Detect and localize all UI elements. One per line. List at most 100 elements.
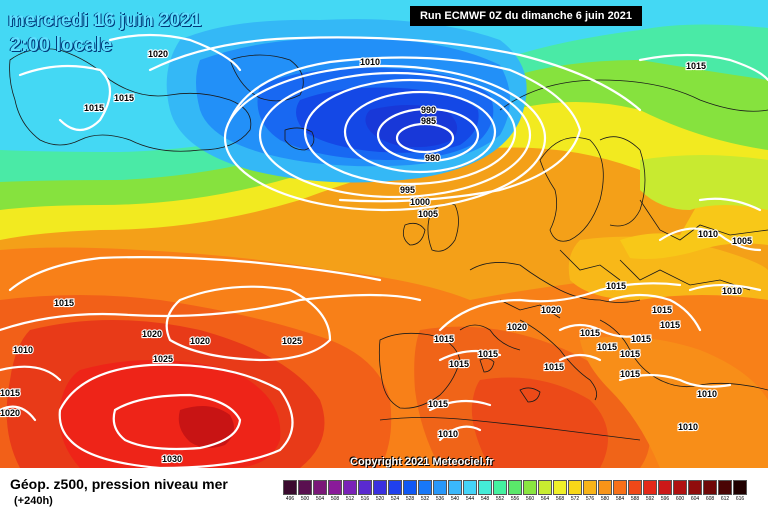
scale-swatch: [538, 480, 552, 495]
scale-swatch: [733, 480, 747, 495]
isobar-label: 1015: [428, 399, 448, 409]
isobar-label: 985: [421, 116, 436, 126]
scale-label: 528: [405, 496, 415, 502]
isobar-label: 1015: [544, 362, 564, 372]
scale-swatch: [448, 480, 462, 495]
isobar-label: 1030: [162, 454, 182, 464]
isobar-label: 1015: [434, 334, 454, 344]
isobar-label: 995: [400, 185, 415, 195]
copyright: Copyright 2021 Meteociel.fr: [350, 456, 494, 468]
scale-label: 596: [660, 496, 670, 502]
scale-label: 508: [330, 496, 340, 502]
scale-swatch: [673, 480, 687, 495]
z500-colour-field: [0, 0, 768, 468]
isobar-label: 1010: [697, 389, 717, 399]
scale-swatch: [658, 480, 672, 495]
isobar-label: 1020: [142, 329, 162, 339]
isobar-label: 1000: [410, 197, 430, 207]
isobar-label: 1015: [652, 305, 672, 315]
isobar-label: 1015: [54, 298, 74, 308]
scale-swatch: [553, 480, 567, 495]
isobar-label: 1005: [418, 209, 438, 219]
scale-swatch: [718, 480, 732, 495]
scale-label: 612: [720, 496, 730, 502]
legend-title: Géop. z500, pression niveau mer: [10, 476, 228, 492]
isobar-label: 1025: [153, 354, 173, 364]
isobar-label: 1015: [631, 334, 651, 344]
scale-label: 608: [705, 496, 715, 502]
isobar-label: 1005: [732, 236, 752, 246]
scale-label: 536: [435, 496, 445, 502]
isobar-label: 1020: [507, 322, 527, 332]
scale-label: 604: [690, 496, 700, 502]
scale-label: 584: [615, 496, 625, 502]
scale-swatch: [373, 480, 387, 495]
isobar-label: 1015: [620, 349, 640, 359]
isobars: [0, 33, 768, 468]
map-canvas: 1020 1015 1015 1010 990 985 980 995 1000…: [0, 0, 768, 468]
scale-swatch: [643, 480, 657, 495]
scale-label: 540: [450, 496, 460, 502]
isobar-label: 1020: [148, 49, 168, 59]
scale-swatch: [403, 480, 417, 495]
scale-swatch: [388, 480, 402, 495]
isobar-label: 1015: [597, 342, 617, 352]
scale-label: 600: [675, 496, 685, 502]
scale-swatch: [283, 480, 297, 495]
scale-swatch: [478, 480, 492, 495]
scale-label: 520: [375, 496, 385, 502]
isobar-label: 1010: [360, 57, 380, 67]
isobar-label: 990: [421, 105, 436, 115]
isobar-label: 1015: [84, 103, 104, 113]
scale-label: 576: [585, 496, 595, 502]
isobar-label: 1010: [722, 286, 742, 296]
isobar-label: 1015: [606, 281, 626, 291]
scale-label: 564: [540, 496, 550, 502]
scale-swatch: [508, 480, 522, 495]
scale-label: 496: [285, 496, 295, 502]
run-info: Run ECMWF 0Z du dimanche 6 juin 2021: [410, 6, 642, 26]
scale-label: 548: [480, 496, 490, 502]
coastlines: [9, 48, 768, 441]
isobar-labels: 1020 1015 1015 1010 990 985 980 995 1000…: [0, 48, 753, 465]
scale-swatch: [418, 480, 432, 495]
forecast-date: mercredi 16 juin 2021: [8, 10, 202, 31]
scale-label: 560: [525, 496, 535, 502]
scale-label: 592: [645, 496, 655, 502]
scale-label: 544: [465, 496, 475, 502]
isobar-label: 1020: [0, 408, 20, 418]
scale-label: 500: [300, 496, 310, 502]
isobar-label: 1015: [686, 61, 706, 71]
isobar-label: 1015: [449, 359, 469, 369]
scale-label: 616: [735, 496, 745, 502]
scale-label: 512: [345, 496, 355, 502]
legend-subtitle: (+240h): [14, 495, 53, 507]
scale-label: 552: [495, 496, 505, 502]
geopotential-map: 1020 1015 1015 1010 990 985 980 995 1000…: [0, 0, 768, 468]
isobar-label: 1015: [620, 369, 640, 379]
scale-swatch: [313, 480, 327, 495]
scale-swatch: [298, 480, 312, 495]
scale-label: 588: [630, 496, 640, 502]
scale-swatch: [433, 480, 447, 495]
scale-swatch: [358, 480, 372, 495]
scale-swatch: [628, 480, 642, 495]
scale-swatch: [703, 480, 717, 495]
scale-swatch: [343, 480, 357, 495]
scale-swatch: [583, 480, 597, 495]
legend-footer: Géop. z500, pression niveau mer (+240h) …: [0, 468, 768, 512]
scale-swatch: [598, 480, 612, 495]
isobar-label: 1010: [13, 345, 33, 355]
isobar-label: 1010: [438, 429, 458, 439]
forecast-time: 2:00 locale: [10, 34, 113, 56]
isobar-label: 1015: [478, 349, 498, 359]
isobar-label: 1020: [541, 305, 561, 315]
scale-label: 556: [510, 496, 520, 502]
scale-swatch: [463, 480, 477, 495]
scale-swatch: [613, 480, 627, 495]
scale-label: 572: [570, 496, 580, 502]
isobar-label: 1010: [678, 422, 698, 432]
isobar-label: 1015: [0, 388, 20, 398]
scale-label: 516: [360, 496, 370, 502]
